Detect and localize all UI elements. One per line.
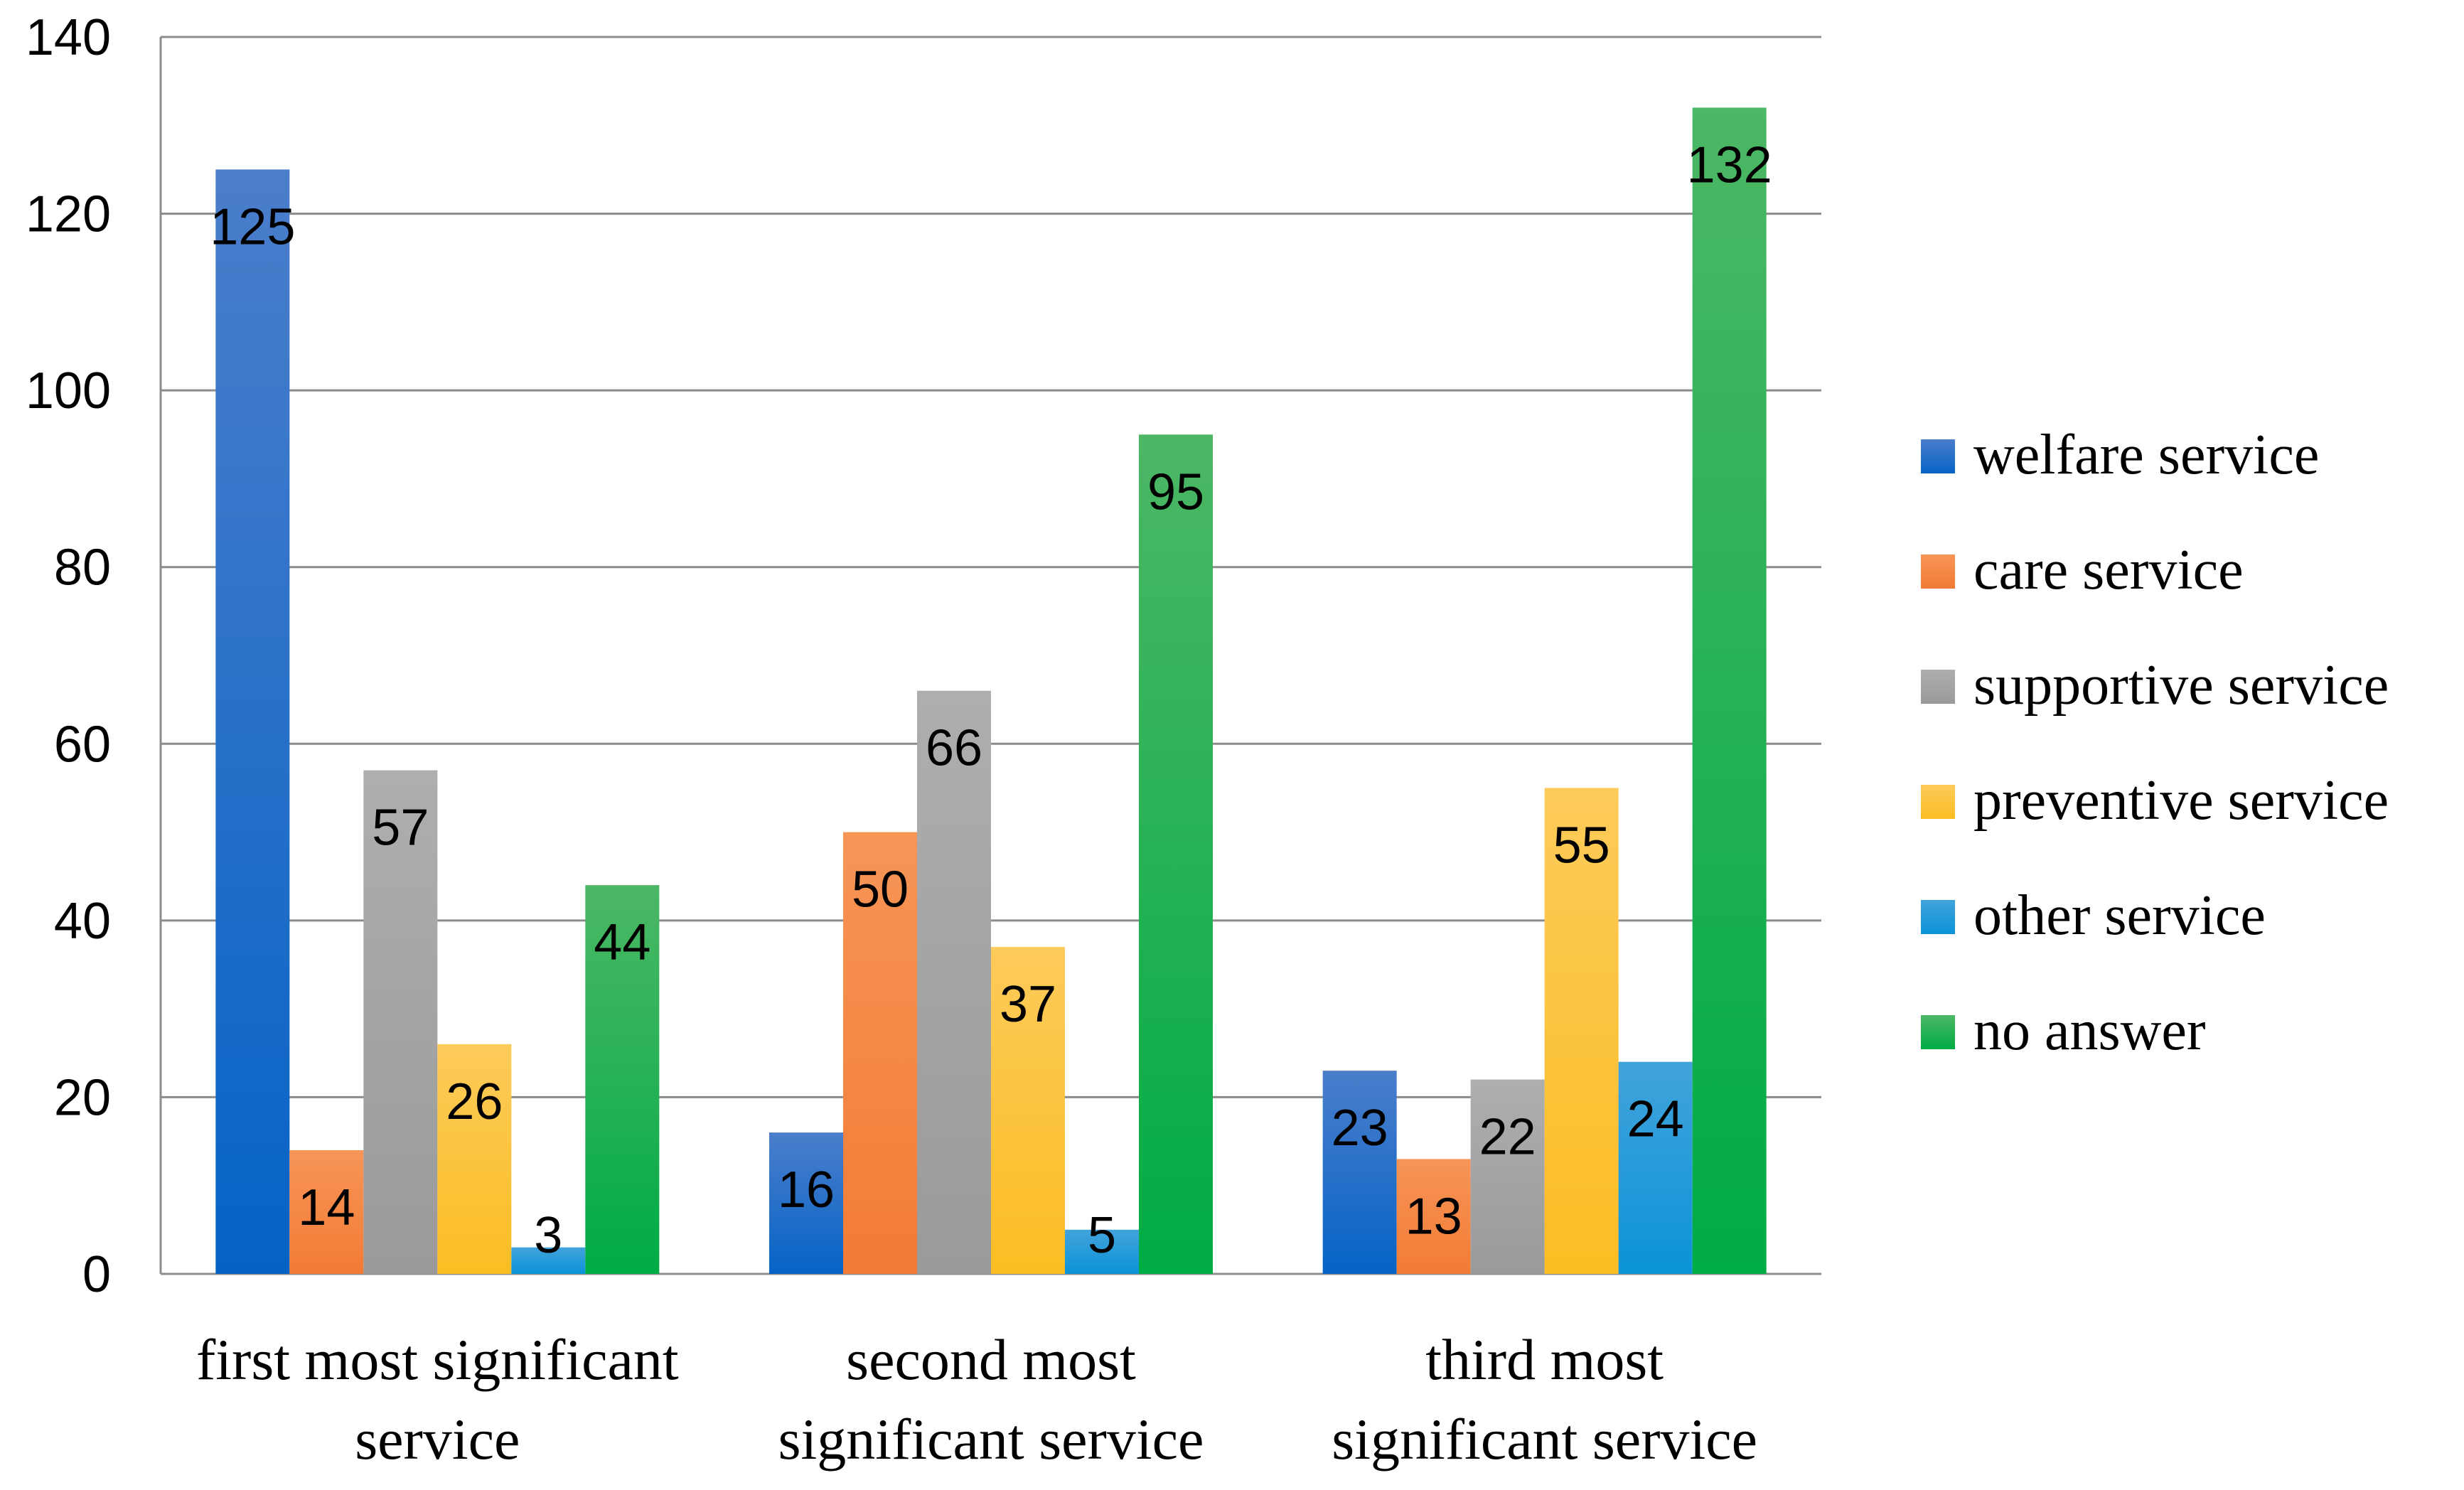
bar-welfare-service xyxy=(1322,1071,1397,1274)
data-label: 14 xyxy=(298,1179,355,1236)
y-tick-label: 20 xyxy=(54,1069,111,1126)
bar-other-service xyxy=(1065,1229,1139,1274)
bar-preventive-service xyxy=(437,1044,512,1274)
legend-label: supportive service xyxy=(1973,654,2389,717)
data-label: 26 xyxy=(446,1073,503,1130)
data-label: 66 xyxy=(926,720,982,777)
bar-care-service xyxy=(843,832,917,1274)
data-label: 37 xyxy=(1000,976,1056,1033)
category-label: significant service xyxy=(1332,1407,1757,1472)
data-label: 132 xyxy=(1687,136,1772,193)
y-tick-label: 140 xyxy=(26,9,111,66)
category-label: significant service xyxy=(778,1407,1204,1472)
y-tick-label: 80 xyxy=(54,540,111,596)
category-label: first most significant xyxy=(196,1327,679,1392)
bar-preventive-service xyxy=(991,947,1065,1274)
bar-welfare-service xyxy=(769,1132,843,1274)
data-label: 22 xyxy=(1479,1109,1536,1166)
category-label: service xyxy=(355,1407,520,1472)
data-label: 95 xyxy=(1147,463,1204,520)
y-tick-label: 100 xyxy=(26,363,111,419)
y-tick-label: 0 xyxy=(82,1246,111,1303)
bar-supportive-service xyxy=(1470,1079,1545,1274)
category-label: third most xyxy=(1425,1327,1664,1392)
legend: welfare service care service supportive se… xyxy=(1921,424,2389,1062)
bar-care-service xyxy=(289,1150,364,1274)
legend-swatch xyxy=(1921,554,1955,589)
data-label: 3 xyxy=(534,1207,562,1264)
y-tick-label: 60 xyxy=(54,716,111,773)
data-label: 55 xyxy=(1553,817,1610,874)
legend-swatch xyxy=(1921,439,1955,473)
legend-label: welfare service xyxy=(1973,424,2319,486)
data-label: 23 xyxy=(1332,1100,1388,1157)
bar-preventive-service xyxy=(1544,788,1619,1274)
legend-label: other service xyxy=(1973,884,2266,947)
bars xyxy=(215,107,1767,1275)
bar-supportive-service xyxy=(363,770,438,1274)
legend-swatch xyxy=(1921,1015,1955,1049)
data-label: 16 xyxy=(778,1162,835,1218)
legend-label: preventive service xyxy=(1973,769,2389,832)
bar-other-service xyxy=(1618,1061,1693,1274)
data-label: 125 xyxy=(210,198,295,255)
bar-other-service xyxy=(511,1247,586,1274)
axes: 0 20 40 60 80 100 120 140 first most significant… xyxy=(26,9,1757,1472)
data-label: 5 xyxy=(1088,1207,1116,1264)
legend-label: care service xyxy=(1973,539,2244,601)
y-tick-label: 40 xyxy=(54,893,111,950)
category-label: second most xyxy=(846,1327,1136,1392)
bar-care-service xyxy=(1396,1159,1471,1274)
legend-label: no answer xyxy=(1973,999,2206,1062)
bar-welfare-service xyxy=(215,169,290,1274)
legend-swatch xyxy=(1921,670,1955,704)
bar-no-answer xyxy=(585,885,660,1274)
bar-supportive-service xyxy=(917,690,991,1274)
data-label: 50 xyxy=(852,862,909,918)
bar-no-answer xyxy=(1692,107,1767,1274)
bar-no-answer xyxy=(1139,434,1213,1275)
data-label: 24 xyxy=(1627,1091,1684,1148)
data-label: 13 xyxy=(1405,1188,1462,1245)
legend-swatch xyxy=(1921,785,1955,819)
data-label: 57 xyxy=(372,800,429,857)
data-labels: 125 14 57 26 3 44 16 50 66 37 5 95 23 13 22 55 24 132 xyxy=(210,136,1772,1264)
y-tick-label: 120 xyxy=(26,186,111,243)
data-label: 44 xyxy=(594,914,650,971)
legend-swatch xyxy=(1921,900,1955,934)
